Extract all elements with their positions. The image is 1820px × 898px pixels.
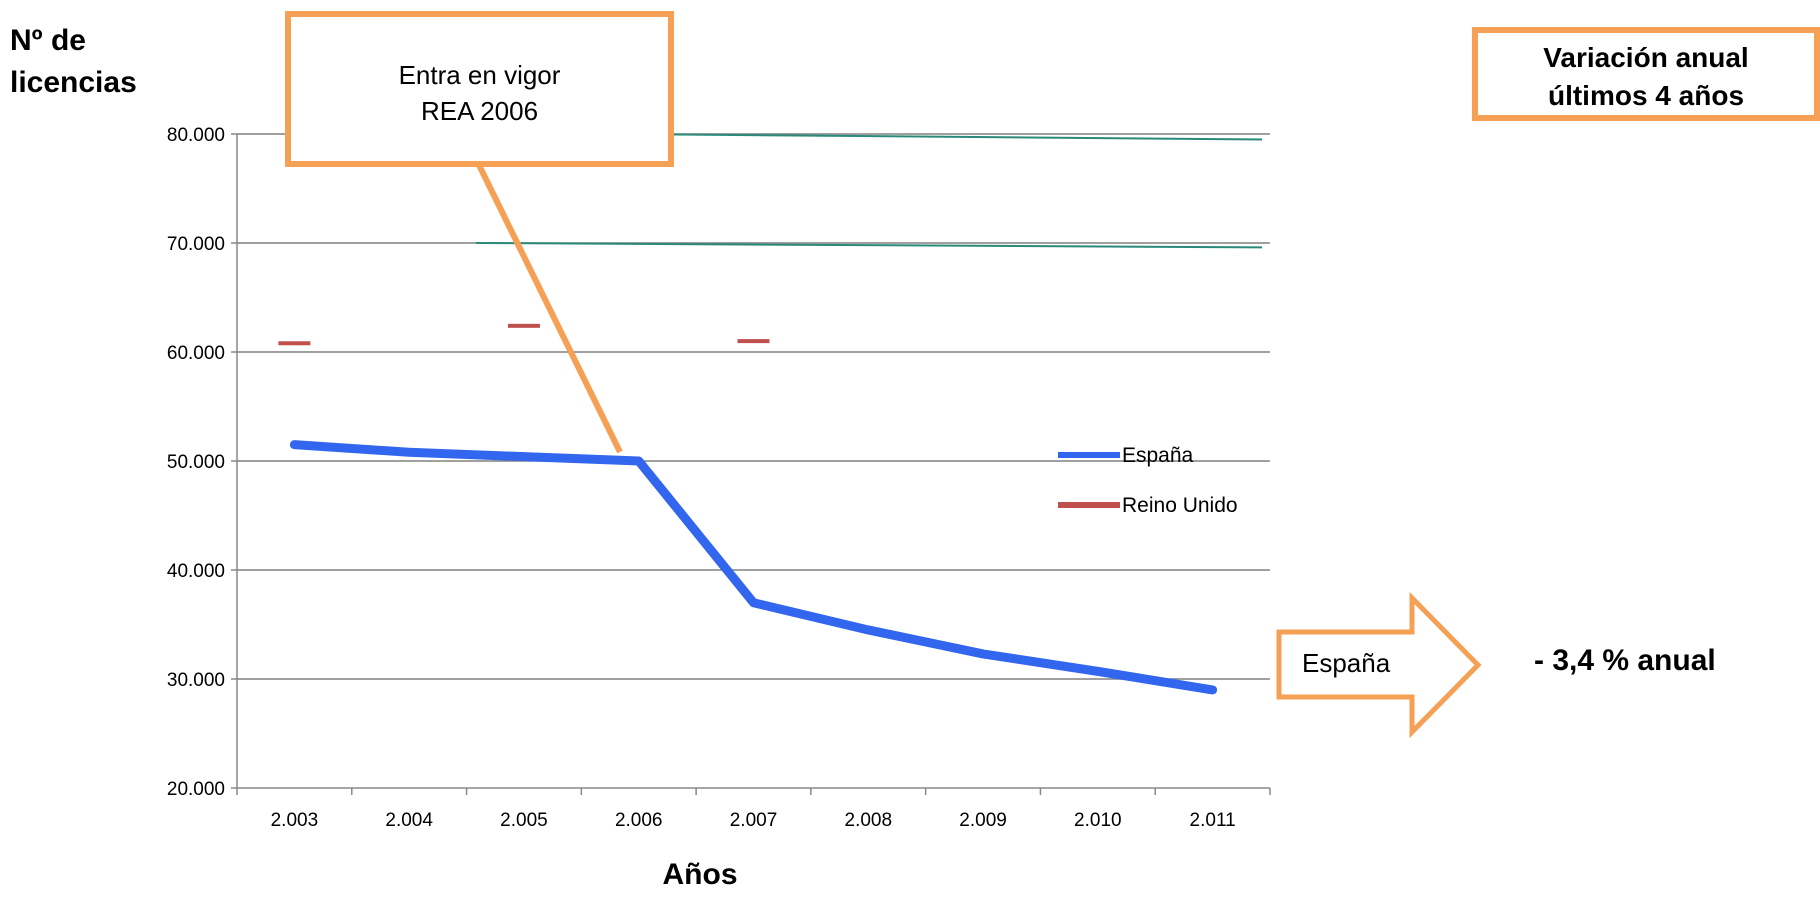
teal-line-lower <box>475 242 1263 249</box>
variation-callout-line-1: Variación anual <box>1543 42 1749 73</box>
data-point-espana <box>749 598 758 607</box>
annual-variation-callout: Variación anual últimos 4 años <box>1472 27 1820 121</box>
data-point-espana <box>634 457 643 465</box>
y-tick-label: 70.000 <box>167 234 225 255</box>
data-point-reino-unido <box>278 341 311 346</box>
rea-callout-line-2: REA 2006 <box>420 96 539 126</box>
x-tick-label: 2.007 <box>730 810 778 831</box>
arrow-shape <box>1276 591 1482 739</box>
data-point-espana <box>405 448 414 457</box>
legend: España Reino Unido <box>1058 444 1238 517</box>
y-tick-label: 80.000 <box>167 125 225 146</box>
y-axis-title-line-2: licencias <box>10 66 137 99</box>
teal-line-upper <box>619 133 1263 141</box>
variation-callout-line-2: últimos 4 años <box>1547 80 1745 111</box>
data-point-espana <box>864 625 873 634</box>
y-tick-label: 50.000 <box>167 452 225 473</box>
espana-arrow <box>1276 591 1482 739</box>
x-tick-label: 2.009 <box>959 810 1007 831</box>
y-tick-label: 20.000 <box>167 779 225 800</box>
arrow-label-espana: España <box>1302 648 1391 678</box>
data-point-reino-unido <box>507 323 540 328</box>
y-tick-label: 30.000 <box>167 670 225 691</box>
x-tick-label: 2.004 <box>385 810 433 831</box>
axes <box>231 133 1271 795</box>
series-line-espana <box>289 440 1218 695</box>
x-tick-label: 2.008 <box>845 810 893 831</box>
data-point-espana <box>1093 667 1102 676</box>
data-point-espana <box>979 649 988 658</box>
data-point-espana <box>1208 685 1217 694</box>
data-point-espana <box>290 440 299 449</box>
x-axis-title: Años <box>662 858 738 891</box>
legend-label: Reino Unido <box>1122 494 1238 517</box>
y-tick-labels: 20.000 30.000 40.000 50.000 60.000 70.000 80.0… <box>167 125 225 800</box>
annual-rate-note: - 3,4 % anual <box>1534 644 1716 677</box>
callout-connector <box>475 161 623 454</box>
y-axis-title: Nº de licencias <box>10 20 137 104</box>
series-lines <box>278 323 1218 695</box>
data-point-reino-unido <box>737 339 770 344</box>
y-tick-label: 60.000 <box>167 343 225 364</box>
x-tick-label: 2.010 <box>1074 810 1122 831</box>
rea-callout-line-1: Entra en vigor <box>398 60 561 90</box>
x-tick-label: 2.003 <box>271 810 319 831</box>
x-tick-label: 2.011 <box>1190 810 1236 831</box>
x-tick-label: 2.006 <box>615 810 663 831</box>
y-axis-title-line-1: Nº de <box>10 24 86 57</box>
x-tick-label: 2.005 <box>500 810 548 831</box>
data-point-espana <box>519 452 528 461</box>
teal-reference-lines <box>475 133 1263 249</box>
legend-label: España <box>1122 444 1194 467</box>
callout-connector-line <box>475 161 623 454</box>
x-tick-labels: 2.003 2.004 2.005 2.006 2.007 2.008 2.009 2.010… <box>271 810 1236 831</box>
y-tick-label: 40.000 <box>167 561 225 582</box>
rea-2006-callout: Entra en vigor REA 2006 <box>285 11 674 167</box>
